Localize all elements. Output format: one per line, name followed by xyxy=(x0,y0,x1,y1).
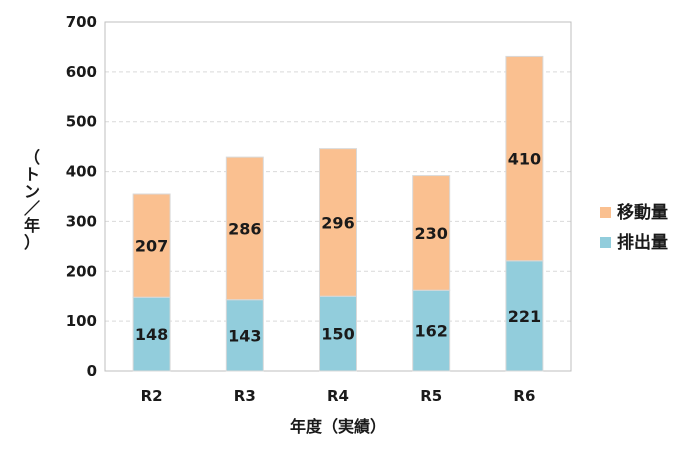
x-tick-label: R3 xyxy=(234,387,256,405)
y-tick-label: 700 xyxy=(66,13,97,31)
legend-label: 排出量 xyxy=(617,232,668,253)
y-tick-label: 200 xyxy=(66,262,97,280)
data-label: 221 xyxy=(508,307,541,326)
bar-segment xyxy=(505,55,544,262)
data-label: 286 xyxy=(228,219,261,238)
bar-segment xyxy=(225,156,264,301)
y-axis-title-char: ） xyxy=(24,233,40,252)
y-axis-title-char: （ xyxy=(24,148,40,167)
data-label: 150 xyxy=(321,325,354,344)
y-tick-label: 400 xyxy=(66,163,97,181)
data-label: 410 xyxy=(508,150,541,169)
data-label: 296 xyxy=(321,213,354,232)
legend-label: 移動量 xyxy=(617,202,668,223)
data-label: 148 xyxy=(135,325,168,344)
bar-segment xyxy=(319,295,357,372)
y-tick-label: 0 xyxy=(87,362,97,380)
data-labels: 148 207 143 286 150 296 162 230 221 410 xyxy=(135,150,541,346)
x-tick-label: R2 xyxy=(141,387,163,405)
legend-swatch xyxy=(600,207,611,218)
y-tick-label: 300 xyxy=(66,212,97,230)
y-axis-ticks: 0 100 200 300 400 500 600 700 xyxy=(66,13,97,380)
data-label: 207 xyxy=(135,237,168,256)
bar-segment xyxy=(412,289,451,372)
y-axis-title-char: ン xyxy=(24,182,40,201)
y-axis-title-char: ト xyxy=(24,165,40,184)
y-axis-title-char: ／ xyxy=(24,199,40,218)
y-tick-label: 100 xyxy=(66,312,97,330)
bar-segment xyxy=(225,299,264,372)
data-label: 230 xyxy=(414,224,447,243)
bar-segment xyxy=(412,175,451,291)
data-label: 162 xyxy=(414,322,447,341)
x-tick-label: R6 xyxy=(513,387,535,405)
x-tick-label: R4 xyxy=(327,387,349,405)
bars xyxy=(132,55,544,372)
x-axis-title: 年度（実績） xyxy=(290,417,386,436)
data-label: 143 xyxy=(228,326,261,345)
x-tick-label: R5 xyxy=(420,387,442,405)
bar-segment xyxy=(132,193,171,298)
y-tick-label: 500 xyxy=(66,113,97,131)
x-axis-ticks: R2 R3 R4 R5 R6 xyxy=(141,387,536,405)
y-axis-title: （トン／年） xyxy=(24,148,40,252)
y-tick-label: 600 xyxy=(66,63,97,81)
bar-segment xyxy=(319,148,357,297)
legend-swatch xyxy=(600,237,611,248)
y-axis-title-char: 年 xyxy=(24,216,40,235)
